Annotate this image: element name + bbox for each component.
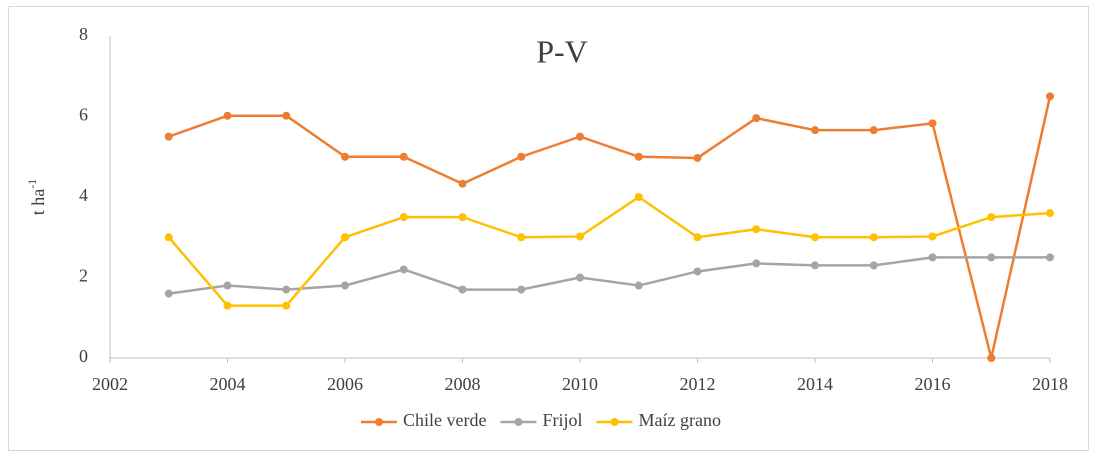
x-tick-label: 2002 (92, 374, 128, 394)
data-point (517, 152, 526, 161)
data-point (693, 153, 702, 162)
x-tick-label: 2012 (680, 374, 716, 394)
data-point (1046, 253, 1054, 262)
y-tick-label: 8 (79, 24, 88, 44)
data-point (282, 285, 291, 294)
data-point (517, 233, 526, 242)
data-point (1046, 209, 1054, 218)
data-point (576, 132, 584, 141)
data-point (693, 267, 702, 276)
data-point (1046, 92, 1054, 101)
data-point (517, 285, 526, 294)
data-point (987, 253, 996, 262)
data-point (399, 213, 408, 222)
data-point (576, 273, 584, 282)
data-point (164, 233, 173, 242)
data-point (811, 233, 819, 242)
data-point (693, 233, 702, 242)
legend-item: Frijol (500, 410, 583, 430)
x-tick-label: 2004 (210, 374, 246, 394)
x-tick-label: 2014 (797, 374, 833, 394)
data-point (282, 301, 291, 310)
y-axis-label-text: t ha (28, 189, 48, 216)
data-point (928, 119, 937, 128)
data-point (869, 126, 878, 135)
x-tick-label: 2016 (915, 374, 951, 394)
data-point (811, 126, 819, 135)
data-point (928, 232, 937, 241)
data-point (869, 261, 878, 270)
data-point (634, 281, 643, 290)
series-line (168, 96, 1052, 360)
data-point (223, 281, 232, 290)
legend-swatch-marker (514, 418, 523, 426)
y-tick-label: 4 (79, 185, 88, 205)
legend: Chile verde Frijol Maíz grano (361, 410, 721, 430)
x-tick-label: 2008 (445, 374, 481, 394)
data-point (811, 261, 819, 270)
data-point (458, 179, 467, 188)
series-line (168, 256, 1050, 295)
data-point (634, 152, 643, 161)
y-tick-label: 0 (79, 346, 88, 366)
legend-swatch-marker (610, 418, 619, 426)
data-point (399, 152, 408, 161)
chart-title: P-V (536, 33, 588, 69)
legend-item: Maíz grano (596, 410, 721, 430)
data-point (634, 193, 643, 201)
legend-swatch-marker (375, 418, 384, 426)
y-tick-label: 6 (79, 105, 88, 125)
y-axis-label-superscript: -1 (25, 179, 39, 189)
x-tick-label: 2010 (562, 374, 598, 394)
data-point (341, 281, 349, 290)
data-point (399, 265, 408, 274)
y-axis-label: t ha-1 (25, 179, 48, 216)
data-point (458, 285, 467, 294)
x-tick-label: 2006 (327, 374, 363, 394)
x-tick-label: 2018 (1032, 374, 1068, 394)
data-point (752, 259, 761, 268)
legend-label: Chile verde (403, 410, 486, 430)
data-point (341, 152, 349, 161)
data-point (223, 301, 232, 310)
legend-item: Chile verde (361, 410, 487, 430)
y-tick-label: 2 (79, 266, 88, 286)
data-point (752, 114, 761, 123)
data-point (458, 213, 467, 222)
data-point (752, 225, 761, 234)
data-point (164, 289, 173, 298)
data-point (164, 132, 173, 141)
data-point (987, 213, 996, 222)
chart-frame (8, 6, 1089, 451)
legend-label: Frijol (543, 410, 583, 430)
series-line (167, 195, 1051, 307)
data-point (341, 233, 349, 242)
data-point (282, 111, 291, 120)
data-point (576, 232, 584, 241)
data-point (869, 233, 878, 242)
data-point (987, 354, 996, 362)
legend-label: Maíz grano (639, 410, 721, 430)
data-point (223, 111, 232, 120)
data-point (928, 253, 937, 262)
